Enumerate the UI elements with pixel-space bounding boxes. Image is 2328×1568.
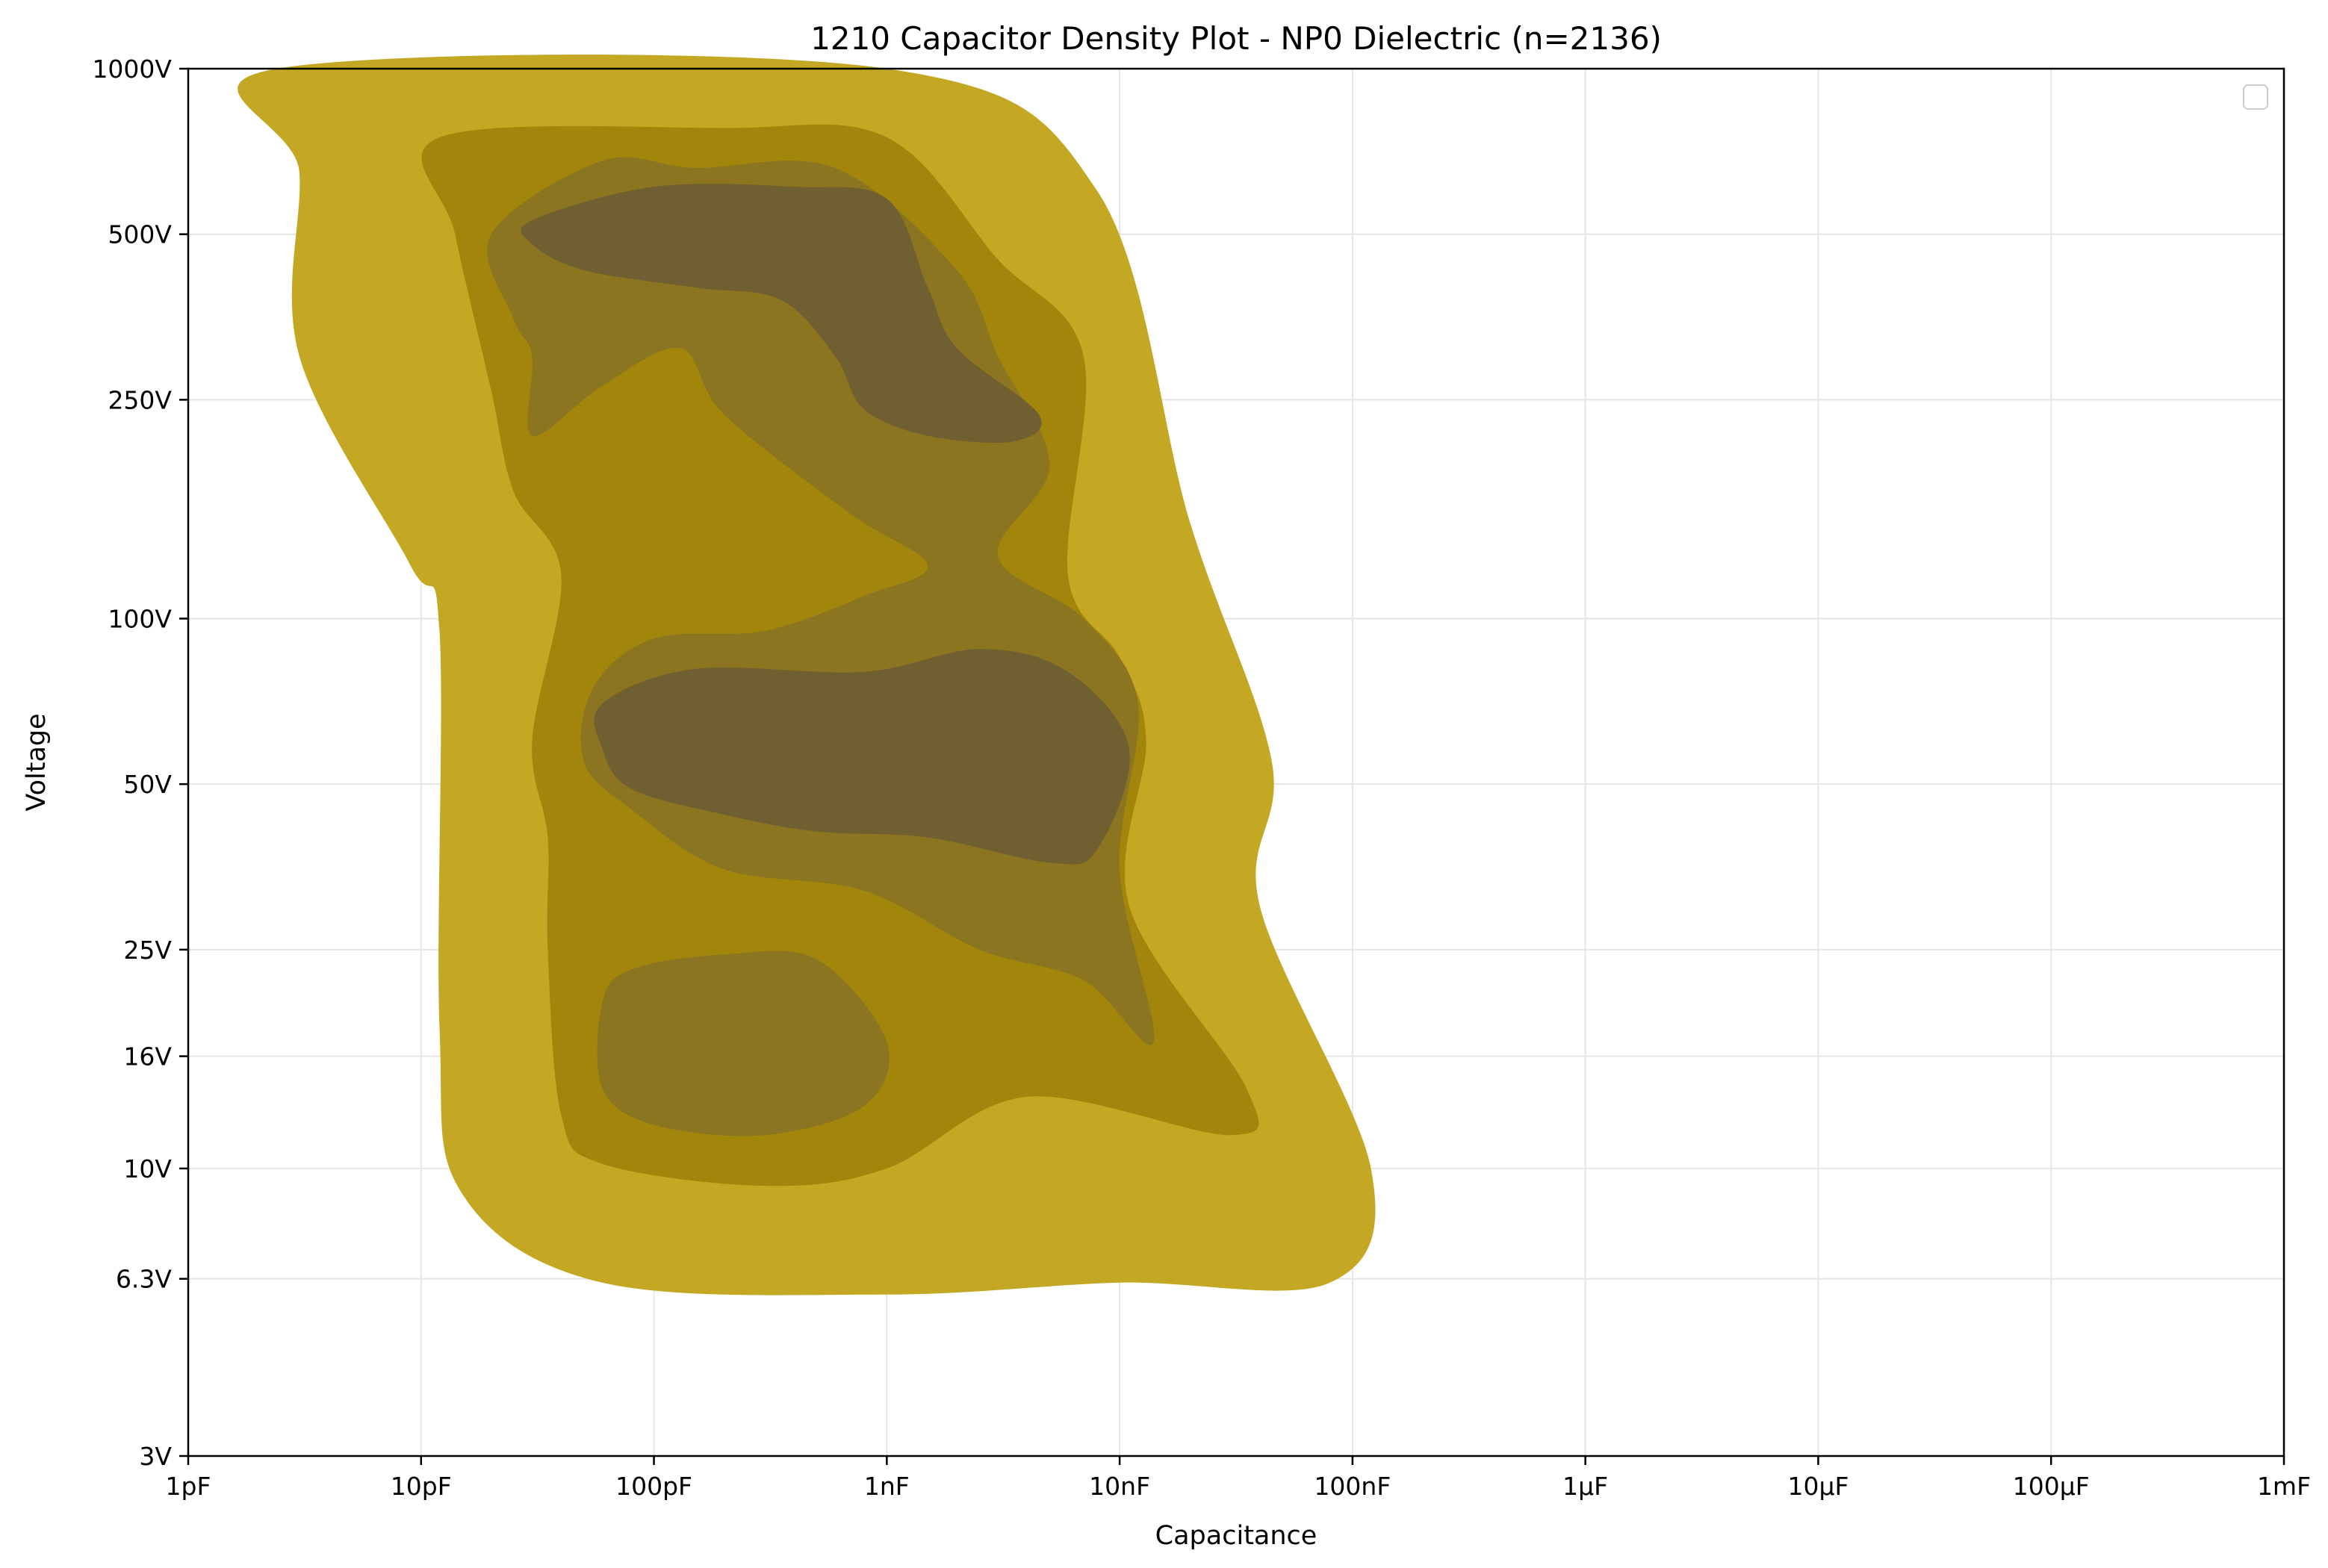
density-level-3-region-1 <box>597 951 890 1136</box>
y-tick-label-6: 100V <box>108 604 172 633</box>
legend-box <box>2243 84 2268 110</box>
y-tick-label-0: 3V <box>139 1442 172 1471</box>
y-tick-label-7: 250V <box>108 385 172 414</box>
chart-title: 1210 Capacitor Density Plot - NP0 Dielec… <box>810 20 1662 57</box>
x-tick-label-4: 10nF <box>1089 1472 1150 1501</box>
x-axis: 1pF 10pF 100pF 1nF 10nF 100nF 1µF 10µF 100µF 1mF <box>166 1456 2311 1501</box>
x-tick-label-5: 100nF <box>1314 1472 1391 1501</box>
y-axis: 3V 6.3V 10V 16V 25V 50V 100V 250V 500V 1000V <box>92 55 188 1471</box>
y-tick-label-4: 25V <box>123 936 172 965</box>
x-tick-label-3: 1nF <box>864 1472 910 1501</box>
y-tick-label-8: 500V <box>108 220 172 249</box>
x-tick-label-7: 10µF <box>1787 1472 1849 1501</box>
y-tick-label-9: 1000V <box>92 55 172 84</box>
y-tick-label-1: 6.3V <box>116 1265 172 1294</box>
x-axis-title: Capacitance <box>1155 1521 1317 1551</box>
x-tick-label-0: 1pF <box>166 1472 211 1501</box>
y-tick-label-3: 16V <box>123 1042 172 1071</box>
x-tick-label-1: 10pF <box>391 1472 452 1501</box>
density-level-4-region-1 <box>594 649 1130 865</box>
y-tick-label-2: 10V <box>123 1154 172 1183</box>
density-contours <box>238 55 1376 1295</box>
density-level-4-region-0 <box>521 184 1042 444</box>
x-tick-label-9: 1mF <box>2257 1472 2311 1501</box>
x-tick-label-2: 100pF <box>615 1472 692 1501</box>
x-tick-label-8: 100µF <box>2013 1472 2090 1501</box>
y-tick-label-5: 50V <box>123 770 172 799</box>
x-tick-label-6: 1µF <box>1562 1472 1608 1501</box>
plot-frame <box>187 67 2285 1457</box>
y-axis-title: Voltage <box>22 713 52 811</box>
